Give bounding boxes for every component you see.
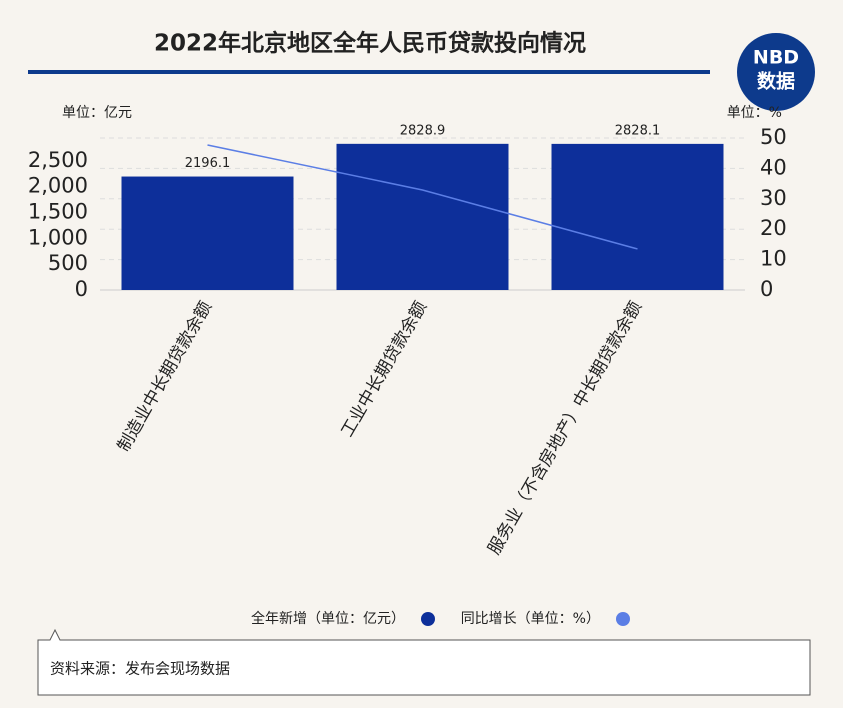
y2-tick-label: 40 <box>760 155 787 179</box>
legend-marker <box>616 612 630 626</box>
value-label: 2828.9 <box>400 123 446 138</box>
y2-tick-label: 20 <box>760 216 787 240</box>
legend-marker <box>421 612 435 626</box>
chart-title: 2022年北京地区全年人民币贷款投向情况 <box>154 30 586 57</box>
legend-label: 全年新增（单位：亿元） <box>251 610 405 627</box>
y-tick-label: 2,000 <box>28 174 88 198</box>
bar <box>121 176 294 290</box>
logo-text: 数据 <box>757 70 795 93</box>
value-label: 2828.1 <box>615 123 661 138</box>
value-label: 2196.1 <box>185 156 231 171</box>
y-tick-label: 500 <box>48 251 88 275</box>
title-underline <box>28 70 710 74</box>
y-tick-label: 0 <box>75 277 88 301</box>
bar <box>336 143 509 290</box>
bar <box>551 143 724 290</box>
y-tick-label: 1,000 <box>28 225 88 249</box>
y2-tick-label: 30 <box>760 186 787 210</box>
legend-label: 同比增长（单位：%） <box>461 611 600 627</box>
source-box <box>37 628 811 696</box>
line <box>207 144 638 250</box>
y-tick-label: 2,500 <box>28 148 88 172</box>
y-axis-unit: 单位：亿元 <box>62 105 132 121</box>
y2-tick-label: 50 <box>760 125 787 149</box>
y2-axis-unit: 单位：% <box>727 105 782 121</box>
y2-tick-label: 0 <box>760 277 773 301</box>
logo-text: NBD <box>753 47 799 69</box>
y2-tick-label: 10 <box>760 247 787 271</box>
logo <box>737 33 815 111</box>
y-tick-label: 1,500 <box>28 200 88 224</box>
source: 资料来源：发布会现场数据 <box>50 660 230 678</box>
